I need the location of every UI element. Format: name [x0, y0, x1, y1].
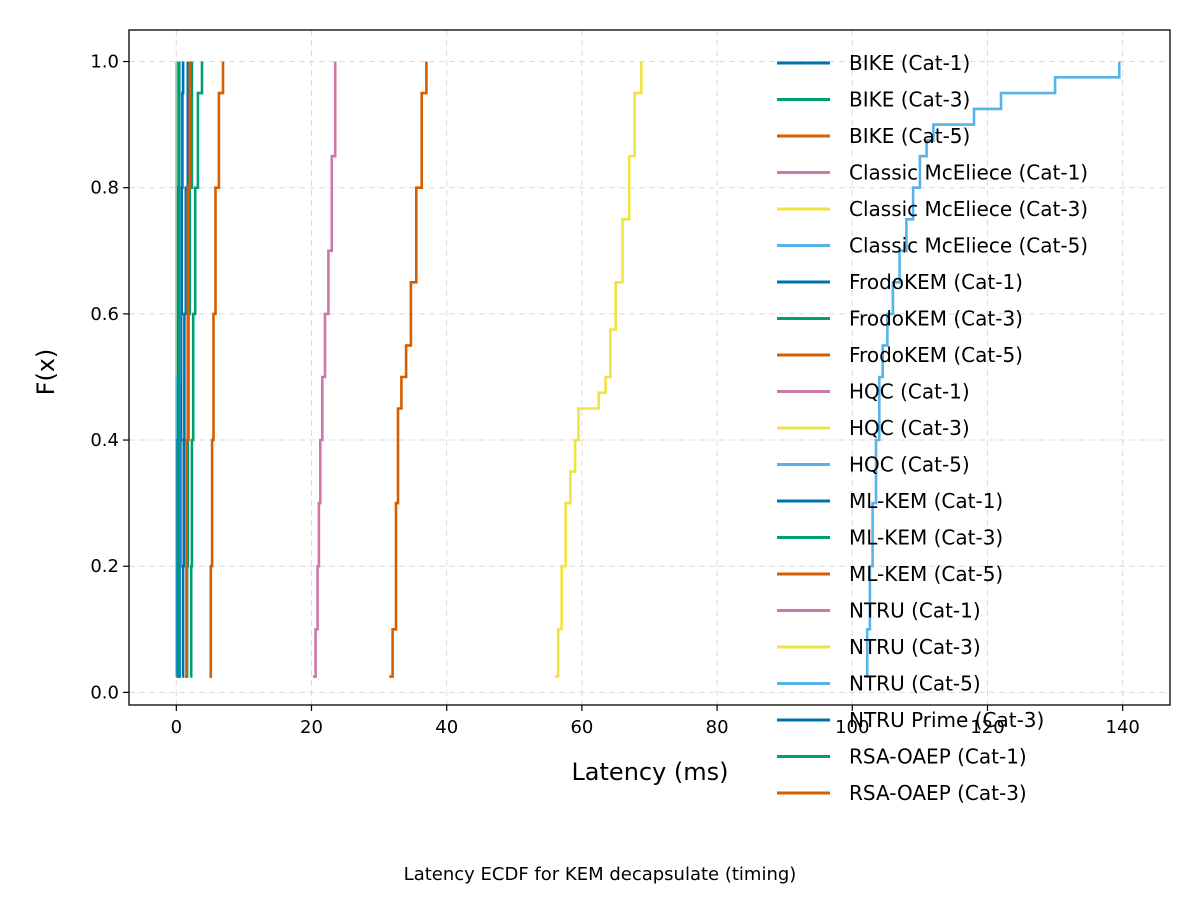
legend-label: NTRU (Cat-1) — [849, 599, 981, 623]
x-tick-label: 140 — [1106, 717, 1140, 738]
series-line-7 — [189, 61, 204, 678]
legend-label: RSA-OAEP (Cat-3) — [849, 781, 1027, 805]
legend-label: FrodoKEM (Cat-5) — [849, 343, 1023, 367]
legend-label: RSA-OAEP (Cat-1) — [849, 745, 1027, 769]
x-tick-label: 40 — [435, 717, 458, 738]
x-axis-label: Latency (ms) — [571, 758, 728, 786]
series-line-20 — [185, 61, 192, 678]
series-line-6 — [181, 61, 190, 678]
plot-area-background — [129, 30, 1170, 705]
plot-frame — [128, 29, 1171, 706]
legend-label: FrodoKEM (Cat-1) — [849, 270, 1023, 294]
legend-label: ML-KEM (Cat-5) — [849, 562, 1003, 586]
series-lines — [175, 61, 1121, 678]
x-tick-label: 100 — [835, 717, 869, 738]
x-tick-label: 20 — [300, 717, 323, 738]
legend-label: Classic McEliece (Cat-3) — [849, 197, 1088, 221]
series-line-5 — [864, 61, 1121, 678]
series-line-19 — [177, 61, 181, 678]
legend-label: NTRU (Cat-5) — [849, 672, 981, 696]
series-line-4 — [554, 61, 643, 678]
figure-caption: Latency ECDF for KEM decapsulate (timing… — [403, 864, 797, 885]
legend-label: NTRU (Cat-3) — [849, 635, 981, 659]
legend-label: Classic McEliece (Cat-1) — [849, 161, 1088, 185]
y-tick-label: 0.0 — [90, 682, 119, 703]
legend-label: BIKE (Cat-3) — [849, 88, 970, 112]
y-tick-label: 0.4 — [90, 430, 119, 451]
y-tick-label: 0.6 — [90, 304, 119, 325]
x-tick-label: 80 — [706, 717, 729, 738]
y-tick-label: 0.2 — [90, 556, 119, 577]
series-line-8 — [389, 61, 428, 678]
x-tick-label: 60 — [570, 717, 593, 738]
legend-label: FrodoKEM (Cat-3) — [849, 307, 1023, 331]
axis-ticks: 0 20 40 60 80 100 120 140 0.0 0.2 0.4 0.6 0.8 1.0 — [90, 52, 1140, 738]
legend-label: ML-KEM (Cat-3) — [849, 526, 1003, 550]
x-tick-label: 0 — [171, 717, 182, 738]
legend-label: BIKE (Cat-5) — [849, 124, 970, 148]
grid-lines — [129, 30, 1170, 705]
legend-label: HQC (Cat-3) — [849, 416, 970, 440]
y-tick-label: 1.0 — [90, 52, 119, 73]
legend: BIKE (Cat-1) BIKE (Cat-3) BIKE (Cat-5) Clas… — [777, 51, 1088, 805]
legend-label: BIKE (Cat-1) — [849, 51, 970, 75]
y-axis-label: F(x) — [32, 349, 60, 396]
y-tick-label: 0.8 — [90, 178, 119, 199]
series-line-3 — [312, 61, 337, 678]
legend-label: Classic McEliece (Cat-5) — [849, 234, 1088, 258]
legend-label: HQC (Cat-5) — [849, 453, 970, 477]
x-tick-label: 120 — [970, 717, 1004, 738]
legend-label: HQC (Cat-1) — [849, 380, 970, 404]
legend-label: NTRU Prime (Cat-3) — [849, 708, 1044, 732]
legend-label: ML-KEM (Cat-1) — [849, 489, 1003, 513]
series-line-2 — [209, 61, 225, 678]
